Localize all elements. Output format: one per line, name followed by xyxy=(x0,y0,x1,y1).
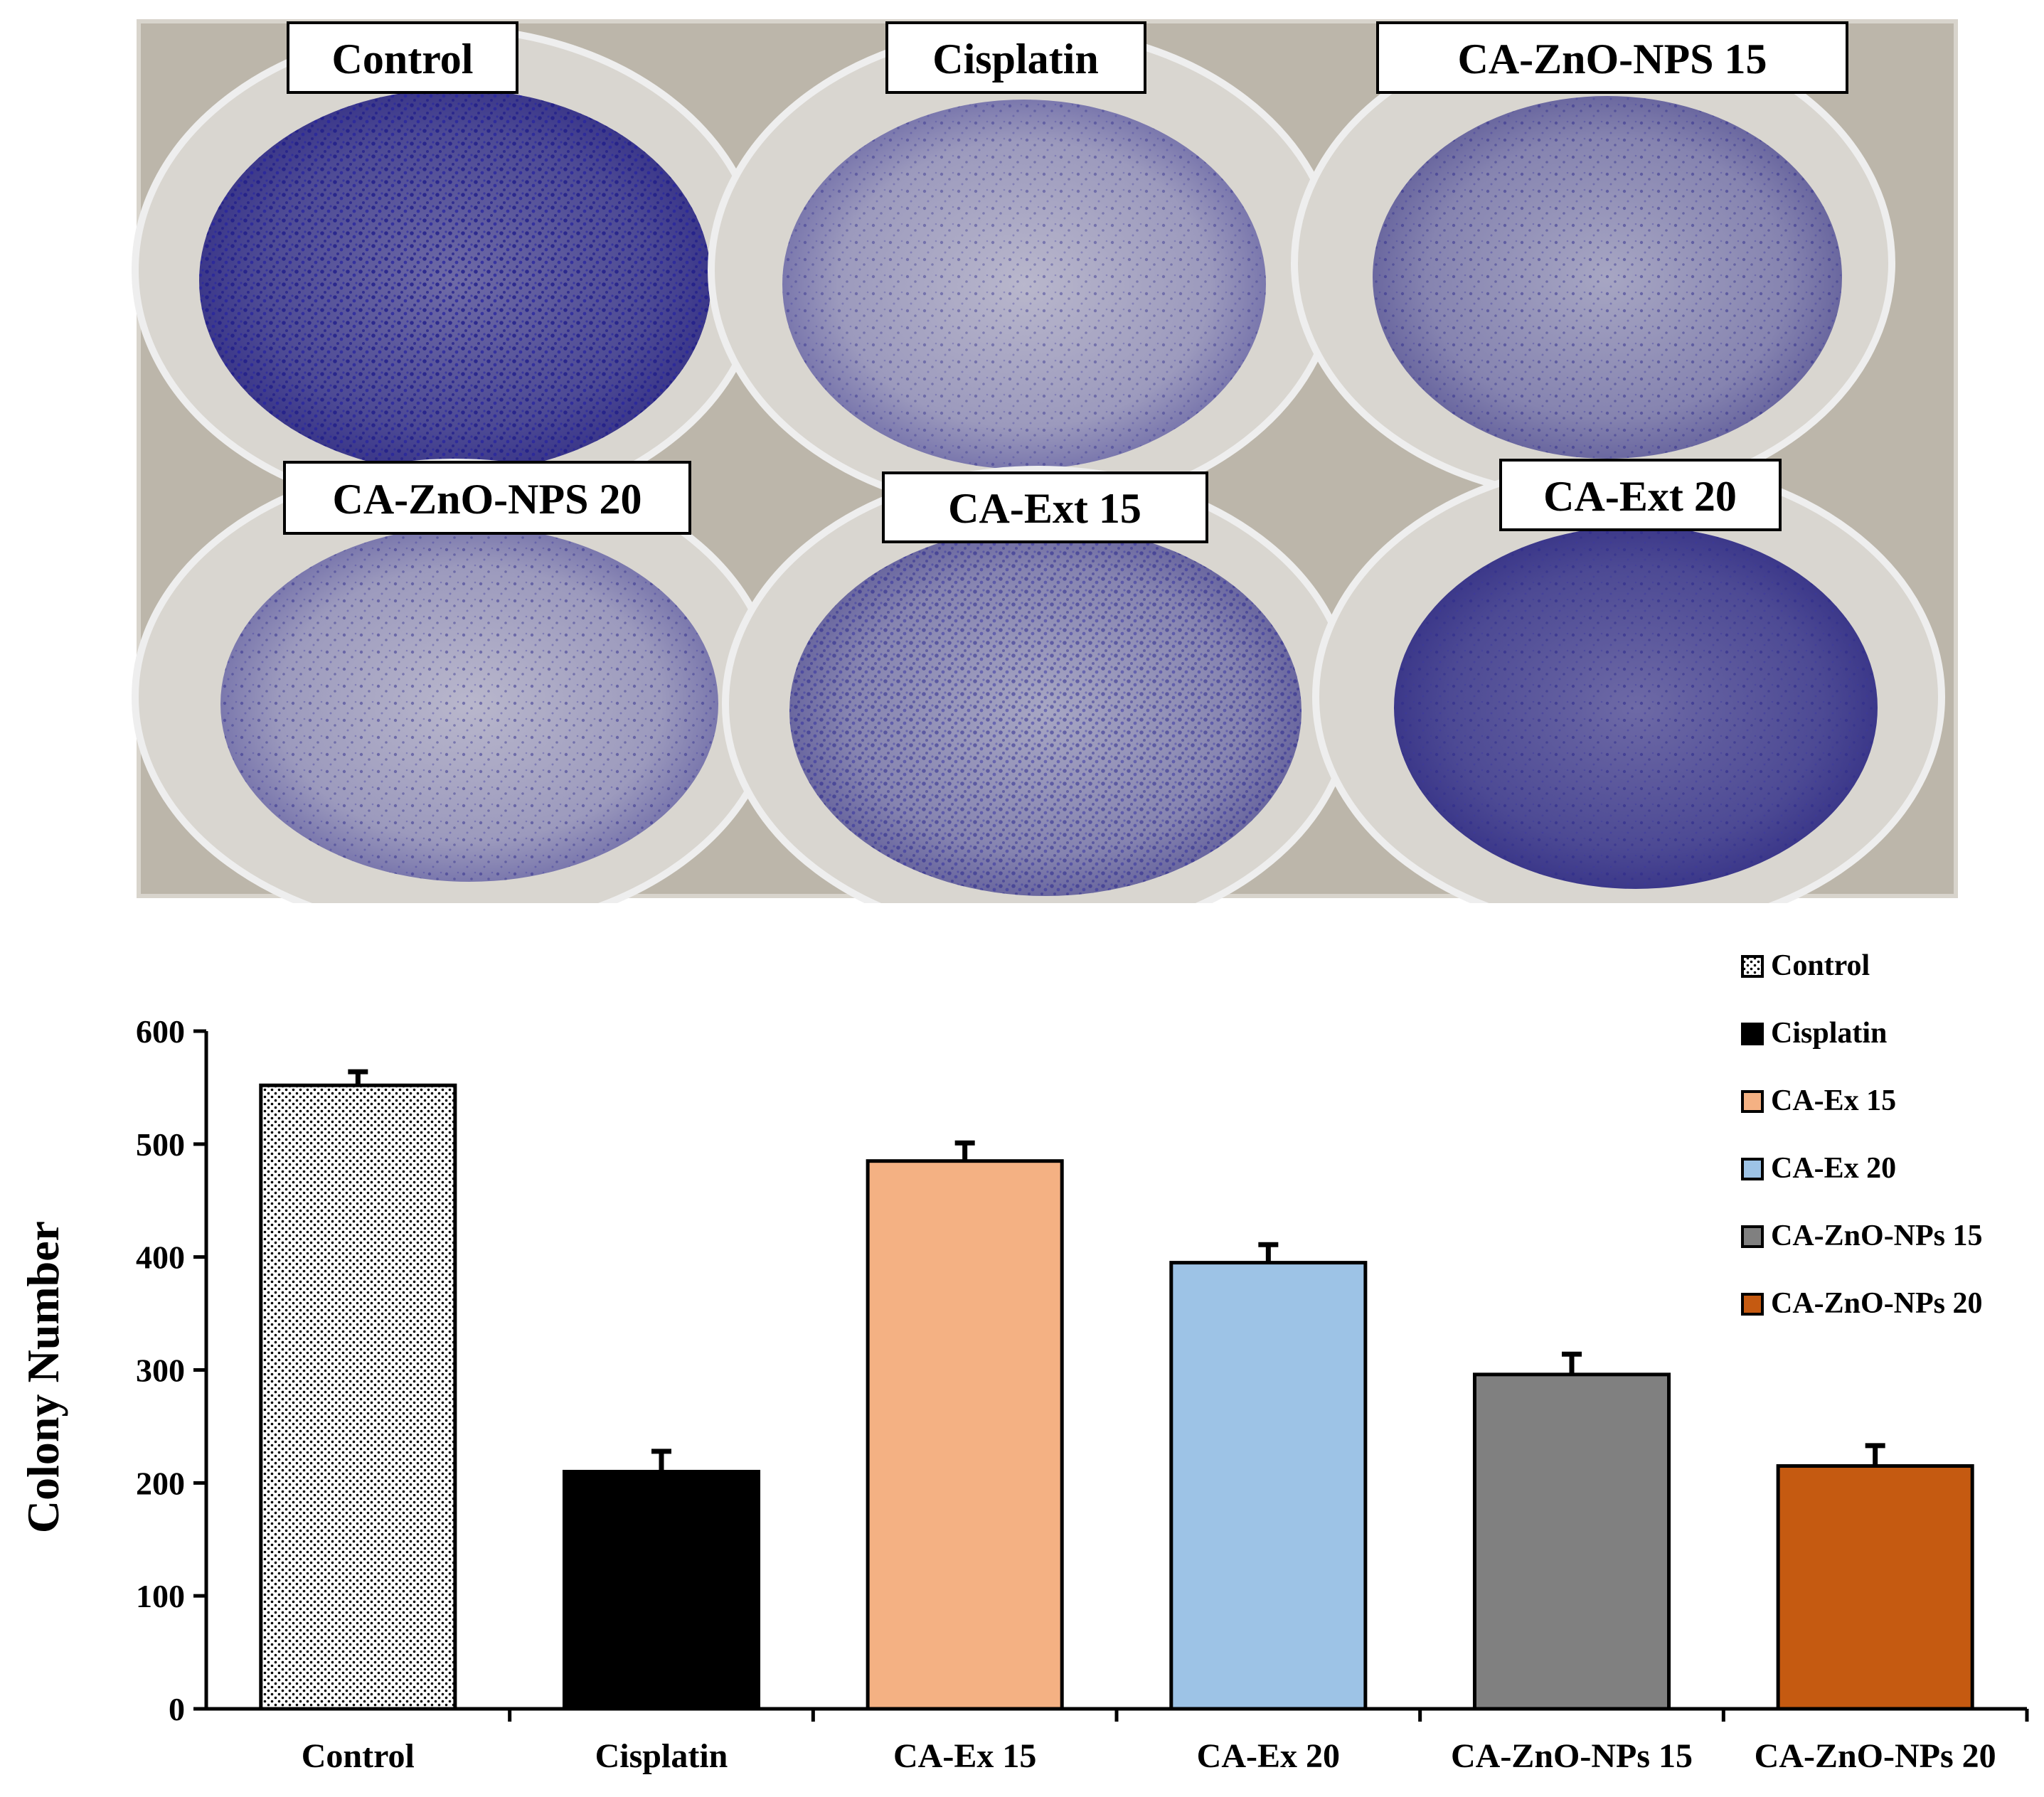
bar-4 xyxy=(1472,1372,1671,1711)
well-control xyxy=(132,25,765,516)
y-tick-label: 0 xyxy=(169,1691,185,1727)
legend-label-5: CA-ZnO-NPs 20 xyxy=(1771,1287,1983,1320)
legend-swatch-5 xyxy=(1741,1293,1764,1316)
well-label-ca-zno-nps-15: CA-ZnO-NPS 15 xyxy=(1376,21,1848,94)
x-category-label: CA-ZnO-NPs 20 xyxy=(1755,1737,1996,1775)
x-category-label: CA-Ex 15 xyxy=(893,1737,1036,1775)
legend-swatch-1 xyxy=(1741,1023,1764,1045)
y-tick-label: 100 xyxy=(136,1578,185,1614)
svg-text:CA-ZnO-NPS 15: CA-ZnO-NPS 15 xyxy=(1457,36,1767,82)
well-label-ca-ext-20: CA-Ext 20 xyxy=(1499,459,1782,531)
legend-swatch-3 xyxy=(1741,1158,1764,1180)
y-tick-label: 600 xyxy=(136,1013,185,1050)
legend-swatch-4 xyxy=(1741,1225,1764,1248)
bar-2 xyxy=(866,1159,1064,1711)
well-cisplatin xyxy=(708,25,1341,516)
well-ca-ext-15 xyxy=(722,466,1355,903)
plate-photo: Control Cisplatin CA-ZnO-NPS 15 CA-ZnO-N… xyxy=(132,19,1958,903)
legend-swatch-2 xyxy=(1741,1090,1764,1113)
legend-label-1: Cisplatin xyxy=(1771,1017,1887,1050)
bar-3 xyxy=(1169,1261,1368,1711)
y-tick-label: 500 xyxy=(136,1126,185,1163)
x-category-label: Cisplatin xyxy=(595,1737,728,1775)
legend-label-0: Control xyxy=(1771,949,1870,982)
bar-0 xyxy=(259,1083,457,1711)
legend-label-3: CA-Ex 20 xyxy=(1771,1152,1896,1185)
well-ca-zno-nps-20 xyxy=(132,459,779,903)
bar-1 xyxy=(562,1469,761,1711)
well-ca-ext-20 xyxy=(1312,459,1945,903)
well-label-cisplatin: Cisplatin xyxy=(885,21,1146,94)
y-tick-label: 200 xyxy=(136,1465,185,1501)
well-label-ca-ext-15: CA-Ext 15 xyxy=(882,471,1208,543)
bar-5 xyxy=(1776,1464,1974,1711)
y-tick-label: 400 xyxy=(136,1239,185,1276)
svg-text:CA-Ext 15: CA-Ext 15 xyxy=(948,485,1141,532)
x-category-label: CA-Ex 20 xyxy=(1197,1737,1340,1775)
svg-text:Cisplatin: Cisplatin xyxy=(932,36,1098,82)
legend-label-4: CA-ZnO-NPs 15 xyxy=(1771,1220,1983,1252)
x-category-label: CA-ZnO-NPs 15 xyxy=(1451,1737,1693,1775)
y-axis-label: Colony Number xyxy=(18,1221,68,1533)
legend-label-2: CA-Ex 15 xyxy=(1771,1084,1896,1117)
y-tick-label: 300 xyxy=(136,1353,185,1389)
well-ca-zno-nps-15 xyxy=(1291,25,1895,501)
svg-text:Control: Control xyxy=(332,36,474,82)
well-label-control: Control xyxy=(287,21,518,94)
svg-text:CA-Ext 20: CA-Ext 20 xyxy=(1543,473,1737,520)
x-category-label: Control xyxy=(302,1737,415,1775)
svg-text:CA-ZnO-NPS 20: CA-ZnO-NPS 20 xyxy=(332,476,642,523)
well-label-ca-zno-nps-20: CA-ZnO-NPS 20 xyxy=(283,461,691,535)
legend-swatch-0 xyxy=(1741,955,1764,978)
